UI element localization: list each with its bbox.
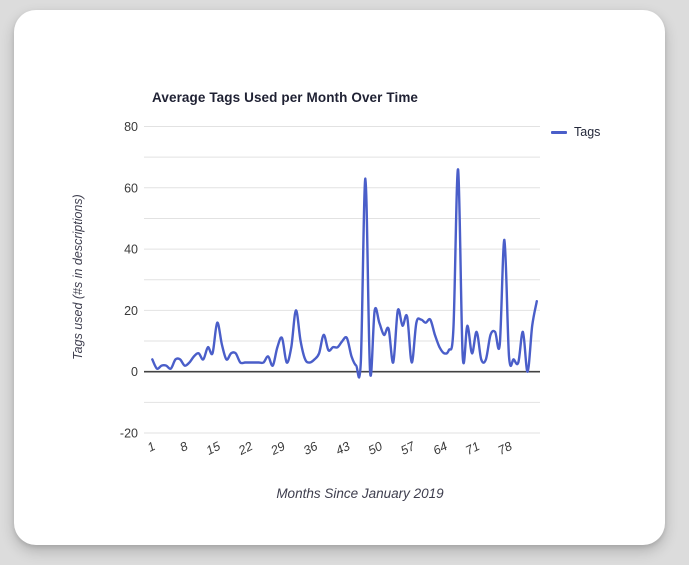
chart-title: Average Tags Used per Month Over Time <box>152 90 419 105</box>
svg-text:1: 1 <box>145 439 157 455</box>
svg-text:71: 71 <box>463 439 482 458</box>
svg-text:60: 60 <box>124 181 138 195</box>
svg-text:80: 80 <box>124 120 138 134</box>
svg-text:43: 43 <box>334 439 353 458</box>
svg-text:22: 22 <box>235 439 255 458</box>
svg-text:57: 57 <box>398 439 418 458</box>
svg-text:50: 50 <box>366 439 385 458</box>
svg-text:78: 78 <box>496 439 515 458</box>
chart-card <box>14 10 665 545</box>
svg-text:20: 20 <box>124 304 138 318</box>
y-axis-title: Tags used (#s in descriptions) <box>71 194 85 360</box>
legend-line-swatch <box>551 130 567 134</box>
legend: Tags <box>551 125 600 139</box>
svg-text:36: 36 <box>301 439 320 458</box>
x-axis-title: Months Since January 2019 <box>276 486 444 501</box>
svg-text:29: 29 <box>268 439 288 458</box>
legend-series-label: Tags <box>574 125 601 139</box>
tags-line-series <box>151 168 538 379</box>
svg-text:15: 15 <box>204 439 223 458</box>
svg-text:40: 40 <box>124 243 138 257</box>
svg-text:8: 8 <box>178 439 190 455</box>
svg-text:0: 0 <box>131 365 138 379</box>
svg-text:-20: -20 <box>120 427 138 441</box>
svg-text:64: 64 <box>431 439 450 458</box>
